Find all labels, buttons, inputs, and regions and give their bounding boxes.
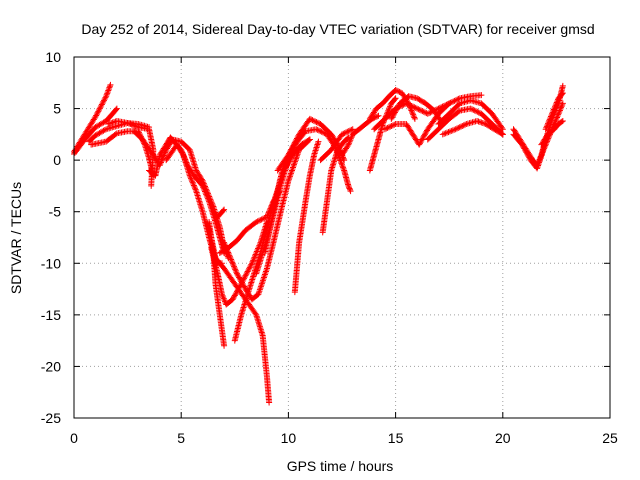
data-points xyxy=(221,136,313,303)
y-tick-label: 5 xyxy=(53,101,61,117)
data-points xyxy=(339,112,382,158)
data-points xyxy=(291,126,354,195)
series-track-21 xyxy=(291,126,354,195)
data-layer xyxy=(71,81,566,406)
series-track-23 xyxy=(339,112,382,158)
series-track-34 xyxy=(538,117,566,148)
y-axis-label: SDTVAR / TECUs xyxy=(8,182,24,294)
data-points xyxy=(206,219,228,349)
series-track-14 xyxy=(221,136,313,303)
y-tick-label: -5 xyxy=(49,204,62,220)
data-points xyxy=(291,138,322,296)
y-tick-label: 0 xyxy=(53,152,61,168)
axis-ticks xyxy=(73,56,611,419)
series-track-31 xyxy=(439,117,506,138)
x-tick-labels: 0 5 10 15 20 25 xyxy=(70,430,618,446)
y-tick-label: -20 xyxy=(41,358,61,374)
series-track-12 xyxy=(210,206,228,220)
x-tick-label: 15 xyxy=(388,430,404,446)
x-axis-label: GPS time / hours xyxy=(287,458,394,474)
plot-frame xyxy=(73,56,611,419)
x-tick-label: 20 xyxy=(495,430,511,446)
y-tick-label: -10 xyxy=(41,255,61,271)
data-points xyxy=(388,93,446,128)
data-points xyxy=(435,97,506,133)
x-tick-label: 0 xyxy=(70,430,78,446)
y-tick-label: 10 xyxy=(45,49,61,65)
data-points xyxy=(210,206,228,220)
data-points xyxy=(542,90,566,133)
data-points xyxy=(439,117,506,138)
series-track-18 xyxy=(291,138,322,296)
series-track-35 xyxy=(542,90,566,133)
data-points xyxy=(538,117,566,148)
x-tick-label: 10 xyxy=(281,430,297,446)
data-points xyxy=(381,100,453,148)
series-track-28 xyxy=(388,93,446,128)
series-track-22 xyxy=(317,126,356,164)
chart-title: Day 252 of 2014, Sidereal Day-to-day VTE… xyxy=(81,21,594,37)
series-track-30 xyxy=(435,97,506,133)
series-track-27 xyxy=(381,100,453,148)
x-tick-label: 25 xyxy=(602,430,618,446)
y-tick-labels: -25 -20 -15 -10 -5 0 5 10 xyxy=(41,49,61,426)
y-tick-label: -15 xyxy=(41,307,61,323)
series-track-19 xyxy=(319,134,352,236)
y-tick-label: -25 xyxy=(41,410,61,426)
data-points xyxy=(319,134,352,236)
series-track-10 xyxy=(206,219,228,349)
data-points xyxy=(317,126,356,164)
x-tick-label: 5 xyxy=(177,430,185,446)
